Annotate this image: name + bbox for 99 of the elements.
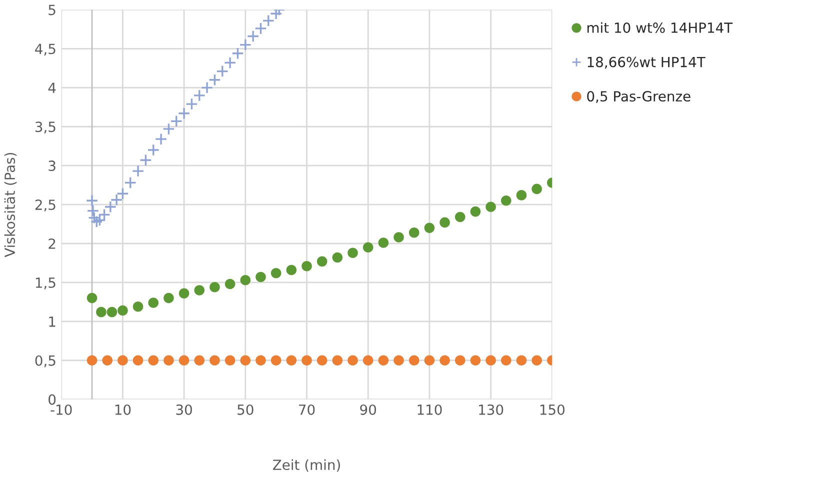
point [147, 144, 160, 156]
y-tick-label: 3,5 [35, 122, 56, 134]
point [302, 355, 312, 366]
point [332, 252, 343, 263]
point [516, 190, 527, 200]
point [102, 355, 113, 366]
point [118, 305, 128, 316]
y-tick-label: 0,5 [35, 355, 56, 368]
point [148, 298, 159, 308]
y-tick-label: 5 [48, 4, 56, 16]
point [362, 355, 374, 366]
point [164, 292, 174, 304]
point [394, 232, 404, 242]
y-tick-label: 4,5 [35, 44, 56, 56]
point [154, 132, 168, 146]
point [378, 355, 389, 366]
x-tick-label: 10 [115, 404, 131, 415]
legend-label: 18,66%wt HP14T [588, 56, 706, 69]
point [240, 355, 251, 366]
point [139, 154, 152, 166]
point [148, 355, 159, 366]
point [332, 355, 343, 366]
point [500, 355, 512, 366]
point [270, 268, 282, 278]
point [454, 212, 466, 222]
point [178, 288, 190, 299]
x-axis-title: Zeit (min) [272, 459, 340, 472]
point [532, 355, 542, 366]
point [164, 355, 174, 366]
point [132, 301, 144, 312]
point [348, 355, 358, 366]
point [424, 355, 435, 366]
point [186, 98, 198, 110]
point [210, 355, 220, 366]
point [124, 176, 137, 189]
point [194, 355, 205, 366]
point [178, 355, 190, 366]
point [132, 164, 144, 178]
point [516, 355, 527, 366]
point [408, 227, 420, 238]
point [216, 65, 229, 78]
point [286, 264, 297, 276]
y-tick-label: 2,5 [35, 200, 56, 212]
point [394, 355, 404, 366]
point [486, 202, 496, 212]
x-tick-label: 150 [540, 404, 564, 415]
point [239, 38, 252, 52]
x-tick-label: 90 [360, 404, 376, 415]
y-tick-label: 4 [48, 82, 56, 93]
point [470, 355, 481, 366]
y-tick-label: 1,5 [36, 278, 56, 290]
point [270, 355, 282, 366]
point [256, 272, 266, 282]
point [470, 206, 481, 217]
y-tick-label: 1 [49, 316, 56, 327]
x-tick-label: 30 [176, 404, 192, 415]
point [118, 355, 128, 366]
point [194, 285, 205, 296]
point [408, 355, 420, 366]
point [86, 292, 98, 304]
x-tick-label: 50 [238, 404, 254, 415]
x-tick-label: 70 [299, 404, 315, 415]
point [132, 355, 144, 366]
point [316, 355, 328, 366]
legend-label: mit 10 wt% 14HP14T [587, 22, 733, 33]
point [440, 217, 450, 228]
legend-label: 0,5 Pas-Grenze [587, 91, 690, 103]
point [256, 355, 266, 366]
y-tick-label: 3 [48, 160, 56, 172]
point [316, 256, 328, 267]
x-tick-label: -10 [50, 404, 72, 415]
point [532, 184, 542, 194]
point [500, 195, 512, 206]
point [224, 56, 236, 69]
y-axis-title: Viskosität (Pas) [4, 152, 17, 258]
x-tick-label: 130 [479, 404, 504, 415]
point [362, 242, 374, 253]
point [378, 238, 389, 248]
point [96, 306, 106, 318]
point [240, 274, 251, 286]
point [86, 355, 98, 366]
point [454, 355, 466, 366]
point [86, 204, 100, 217]
point [210, 282, 220, 292]
point [302, 260, 312, 272]
x-tick-label: 110 [418, 404, 442, 415]
point [224, 355, 236, 366]
point [232, 47, 244, 60]
point [286, 355, 297, 366]
point [348, 248, 358, 258]
point [88, 212, 100, 224]
y-tick-label: 2 [48, 238, 56, 249]
point [486, 355, 496, 366]
point [424, 222, 435, 234]
point [224, 278, 236, 290]
y-tick-label: 0 [48, 394, 56, 405]
point [86, 194, 98, 207]
point [106, 306, 118, 318]
point [440, 355, 450, 366]
